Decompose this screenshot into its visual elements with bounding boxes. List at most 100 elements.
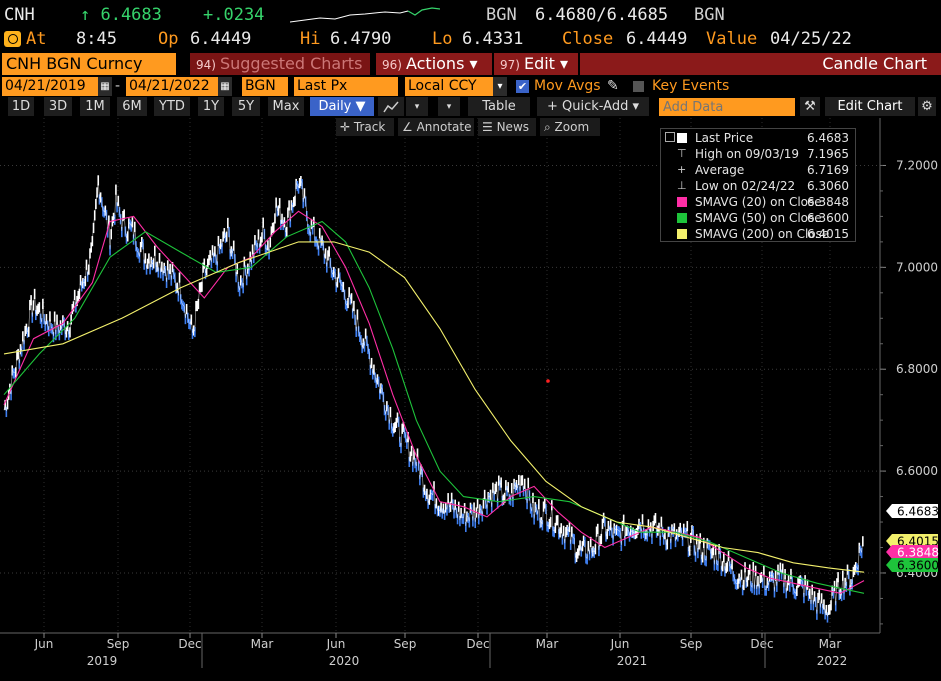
suggested-charts-button[interactable]: 94) Suggested Charts (190, 53, 370, 75)
legend-row: ⊤ High on 09/03/19 7.1965 (665, 146, 851, 162)
main-toolbar: CNH BGN Curncy 94) Suggested Charts 96) Ac… (0, 53, 941, 75)
mov-avgs-label: Mov Avgs (534, 78, 601, 94)
period-5y[interactable]: 5Y (232, 97, 260, 116)
open-label: Op (158, 29, 179, 49)
x-tick-label: Jun (34, 637, 54, 651)
low-value: 6.4331 (462, 29, 524, 49)
chevron-down-icon[interactable]: ▾ (438, 97, 460, 116)
chevron-down-icon[interactable]: ▾ (493, 77, 507, 96)
source-input[interactable]: BGN (242, 77, 288, 96)
moving-average-line (3, 210, 865, 594)
moving-average-line (3, 241, 865, 573)
x-tick-label: Dec (178, 637, 201, 651)
annotate-button[interactable]: ∠ Annotate (398, 118, 474, 136)
period-max[interactable]: Max (268, 97, 304, 116)
quick-add-button[interactable]: + Quick-Add ▾ (537, 97, 649, 116)
legend-row: SMAVG (20) on Close 6.3848 (665, 194, 851, 210)
legend-row: SMAVG (50) on Close 6.3600 (665, 210, 851, 226)
legend-label: SMAVG (50) on Close (695, 211, 822, 225)
legend-label: Last Price (695, 131, 754, 145)
table-button[interactable]: Table (468, 97, 530, 116)
high-value: 6.4790 (330, 29, 392, 49)
high-label: Hi (300, 29, 321, 49)
actions-menu[interactable]: 96) Actions ▾ (376, 53, 492, 75)
period-1y[interactable]: 1Y (198, 97, 224, 116)
field-input[interactable]: Last Px (294, 77, 398, 96)
legend-row: + Average 6.7169 (665, 162, 851, 178)
wrench-icon[interactable]: ⚒ (800, 97, 820, 116)
end-date-input[interactable]: 04/21/2022 (126, 77, 218, 96)
settings-bar: 04/21/2019 ▦ - 04/21/2022 ▦ BGN Last Px … (0, 77, 941, 96)
x-year-label: 2022 (817, 654, 848, 668)
bid-ask-source: BGN (694, 5, 725, 25)
tag-shape (886, 558, 938, 572)
period-3d[interactable]: 3D (44, 97, 72, 116)
period-ytd[interactable]: YTD (154, 97, 190, 116)
legend-label: Average (695, 163, 745, 177)
legend-label: Low on 02/24/22 (695, 179, 796, 193)
suggested-label: Suggested Charts (219, 54, 363, 73)
calendar-icon[interactable]: ▦ (98, 77, 112, 96)
x-axis: Jun Sep Dec Mar Jun Sep Dec Mar Jun Sep Dec Mar 2019… (0, 632, 880, 668)
x-tick-label: Mar (536, 637, 559, 651)
quote-row: At 8:45 Op 6.4449 Hi 6.4790 Lo 6.4331 Cl… (0, 28, 941, 50)
news-icon: ☰ (482, 120, 497, 134)
close-value: 6.4449 (626, 29, 688, 49)
date-dash: - (115, 78, 121, 94)
y-tick-label: 7.2000 (896, 158, 938, 172)
clock-icon[interactable] (4, 31, 21, 47)
period-1m[interactable]: 1M (80, 97, 110, 116)
event-marker[interactable] (546, 379, 550, 383)
x-tick-label: Dec (466, 637, 489, 651)
legend-value: 6.3848 (807, 195, 849, 209)
mov-avgs-checkbox[interactable]: ✔ (516, 80, 529, 93)
legend-swatch (677, 229, 687, 239)
line-chart-icon[interactable] (378, 97, 404, 116)
calendar-icon[interactable]: ▦ (218, 77, 232, 96)
track-button[interactable]: ✛ Track (336, 118, 394, 136)
bid-ask: 6.4680/6.4685 (535, 5, 669, 25)
legend-value: 6.4015 (807, 227, 849, 241)
edit-chart-button[interactable]: Edit Chart (825, 97, 915, 116)
gear-icon[interactable]: ⚙ (918, 97, 936, 116)
news-button[interactable]: ☰ News (478, 118, 536, 136)
edit-menu[interactable]: 97) Edit ▾ (494, 53, 578, 75)
legend-swatch (677, 133, 687, 143)
security-input[interactable]: CNH BGN Curncy (2, 53, 176, 75)
x-year-label: 2021 (617, 654, 648, 668)
low-label: Lo (432, 29, 453, 49)
legend-value: 6.4683 (807, 131, 849, 145)
y-tick-label: 6.6000 (896, 464, 938, 478)
actions-num: 96) (382, 58, 402, 72)
tag-shape (886, 534, 938, 548)
frequency-select[interactable]: Daily ▼ (310, 97, 374, 116)
currency-input[interactable]: Local CCY (405, 77, 493, 96)
key-events-label: Key Events (652, 78, 730, 94)
key-events-checkbox[interactable] (633, 81, 644, 92)
zoom-button[interactable]: ⌕ Zoom (540, 118, 600, 136)
chevron-down-icon[interactable]: ▾ (406, 97, 428, 116)
start-date-input[interactable]: 04/21/2019 (2, 77, 98, 96)
x-tick-label: Sep (394, 637, 417, 651)
last-value-tag: 6.3600 (886, 558, 939, 573)
collapse-icon[interactable] (665, 132, 675, 142)
pencil-icon[interactable]: ✎ (607, 78, 619, 94)
chart-type-menu[interactable]: Candle Chart (580, 53, 941, 75)
tag-label: 6.3600 (897, 559, 939, 573)
bid-ask-label: BGN (486, 5, 517, 25)
period-bar: 1D 3D 1M 6M YTD 1Y 5Y Max Daily ▼ ▾ ▾ Ta… (0, 97, 941, 117)
legend-value: 7.1965 (807, 147, 849, 161)
x-tick-label: Mar (251, 637, 274, 651)
add-data-input[interactable] (659, 98, 795, 116)
legend-rows: Last Price 6.4683 ⊤ High on 09/03/19 7.1965 +… (665, 130, 851, 242)
annotate-label: Annotate (416, 120, 472, 134)
period-1d[interactable]: 1D (8, 97, 34, 116)
legend-value: 6.7169 (807, 163, 849, 177)
price-change: +.0234 (203, 5, 265, 25)
x-tick-label: Jun (326, 637, 346, 651)
period-6m[interactable]: 6M (117, 97, 147, 116)
y-tick-label: 6.8000 (896, 362, 938, 376)
chart-legend[interactable]: Last Price 6.4683 ⊤ High on 09/03/19 7.1965 +… (660, 128, 856, 242)
